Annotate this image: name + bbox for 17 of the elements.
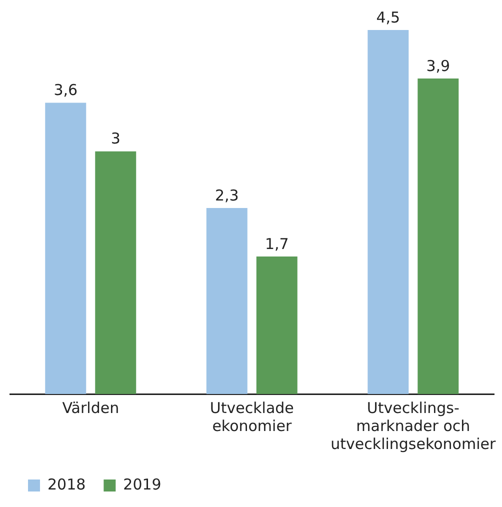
data-label: 4,5	[376, 8, 400, 26]
legend-label: 2018	[48, 475, 86, 494]
bar	[368, 30, 409, 394]
bar	[206, 208, 248, 394]
data-label: 1,7	[264, 234, 289, 253]
x-tick-label: Utvecklings- marknader och utvecklingsekonomier	[330, 398, 496, 453]
x-tick-label: Världen	[62, 398, 120, 417]
data-label: 3,6	[54, 81, 78, 100]
x-tick-label: Utvecklade ekonomier	[210, 398, 294, 435]
data-label: 3,9	[426, 56, 450, 75]
data-label: 2,3	[214, 186, 239, 204]
bar	[95, 151, 136, 394]
bar	[45, 102, 86, 394]
bar	[418, 78, 459, 394]
data-label: 3	[110, 130, 120, 148]
legend-label: 2019	[123, 475, 162, 494]
bar	[256, 256, 298, 394]
